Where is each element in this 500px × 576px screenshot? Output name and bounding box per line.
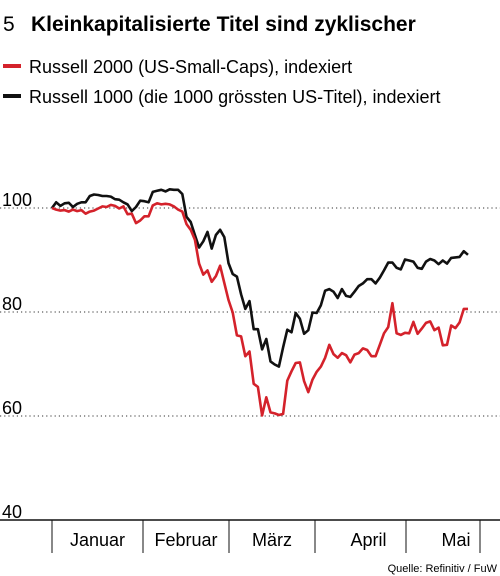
x-axis — [0, 519, 500, 553]
y-tick-label-40: 40 — [2, 502, 22, 522]
legend-label-russell2000: Russell 2000 (US-Small-Caps), indexiert — [29, 57, 352, 77]
y-tick-label-80: 80 — [2, 294, 22, 314]
gridlines — [0, 207, 500, 417]
series-line-russell1000 — [50, 188, 469, 368]
series-line-russell2000 — [51, 202, 468, 417]
y-tick-label-60: 60 — [2, 398, 22, 418]
x-tick-label-4: Mai — [441, 530, 470, 550]
x-tick-label-2: März — [252, 530, 292, 550]
x-tick-label-3: April — [350, 530, 386, 550]
chart-title: Kleinkapitalisierte Titel sind zyklische… — [31, 13, 416, 36]
figure-number: 5 — [3, 13, 15, 36]
y-axis-ticks: 40 60 80 100 — [2, 190, 32, 522]
x-axis-ticks: Januar Februar März April Mai — [70, 530, 471, 550]
x-tick-label-1: Februar — [154, 530, 217, 550]
x-tick-label-0: Januar — [70, 530, 125, 550]
legend: Russell 2000 (US-Small-Caps), indexiert … — [3, 57, 441, 107]
series-lines — [50, 188, 469, 417]
source-note: Quelle: Refinitiv / FuW — [388, 563, 498, 575]
legend-label-russell1000: Russell 1000 (die 1000 grössten US-Titel… — [29, 87, 441, 107]
y-tick-label-100: 100 — [2, 190, 32, 210]
